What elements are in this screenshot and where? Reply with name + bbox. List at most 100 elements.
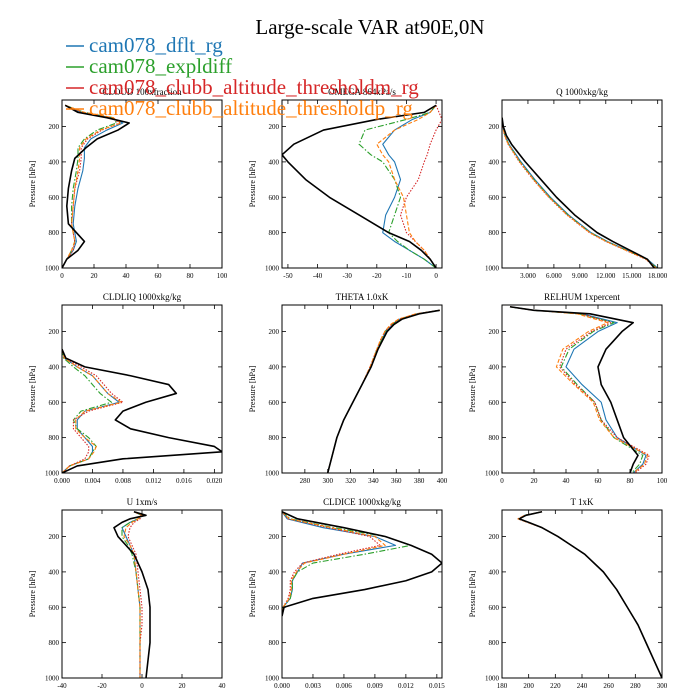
series-line-cam078_expldiff	[518, 511, 662, 678]
y-tick-label: 400	[269, 568, 280, 576]
series-line-cam078_clubb_altitude_thresholdp_rg	[123, 511, 143, 678]
panel-4: 0.000 0.004 0.008 0.012 0.016 0.020 200 400 600 8…	[28, 292, 223, 485]
x-tick-label: 18.000	[648, 272, 668, 280]
series-group	[502, 117, 659, 268]
x-tick-label: 12.000	[596, 272, 616, 280]
plot-frame	[501, 509, 663, 679]
series-line-cam078_dflt_rg	[382, 104, 437, 268]
x-tick-label: 40	[219, 682, 227, 690]
plot-frame	[61, 99, 223, 269]
y-tick-label: 600	[49, 604, 60, 612]
series-line-cam078_clubb_altitude_thresholdp_rg	[62, 349, 122, 473]
plot-frame	[501, 99, 663, 269]
y-tick-label: 800	[49, 229, 60, 237]
x-tick-label: -50	[283, 272, 293, 280]
panel-5: 280 300 320 340 360 380 400 200 400 600 800 1000 THE…	[248, 292, 448, 485]
y-tick-label: 400	[49, 568, 60, 576]
series-line-obs	[282, 511, 442, 617]
series-group	[113, 511, 151, 678]
series-line-cam078_clubb_altitude_thresholdp_rg	[376, 104, 437, 268]
x-tick-label: -10	[402, 272, 412, 280]
x-tick-label: 20	[91, 272, 99, 280]
x-tick-label: 0.020	[207, 477, 223, 485]
series-group	[517, 510, 662, 678]
y-tick-label: 800	[269, 229, 280, 237]
x-tick-label: 0.012	[398, 682, 414, 690]
panel-title: RELHUM 1xpercent	[544, 292, 620, 302]
x-tick-label: 0.003	[305, 682, 321, 690]
x-tick-label: 260	[603, 682, 614, 690]
series-line-cam078_clubb_altitude_thresholdm_rg	[517, 511, 662, 678]
x-tick-label: 20	[531, 477, 539, 485]
x-tick-label: 0	[140, 682, 144, 690]
series-line-cam078_clubb_altitude_thresholdm_rg	[399, 105, 442, 268]
y-tick-label: 200	[489, 123, 500, 131]
legend: cam078_dflt_rgcam078_expldiffcam078_club…	[66, 33, 419, 120]
y-axis-label: Pressure [hPa]	[248, 365, 257, 412]
series-line-cam078_clubb_altitude_thresholdp_rg	[62, 104, 122, 268]
y-tick-label: 1000	[265, 470, 280, 478]
x-tick-label: 0.015	[429, 682, 445, 690]
series-line-cam078_dflt_rg	[518, 511, 662, 678]
series-line-cam078_expldiff	[62, 104, 117, 268]
y-tick-label: 800	[489, 639, 500, 647]
y-tick-label: 600	[489, 604, 500, 612]
x-tick-label: 380	[414, 477, 425, 485]
series-line-cam078_clubb_altitude_thresholdm_rg	[327, 309, 440, 473]
plot-frame	[281, 99, 443, 269]
plot-frame	[61, 509, 223, 679]
x-tick-label: 0.008	[115, 477, 131, 485]
y-tick-label: 400	[49, 363, 60, 371]
x-tick-label: 0.012	[146, 477, 162, 485]
series-line-cam078_clubb_altitude_thresholdm_rg	[62, 349, 124, 473]
legend-item: cam078_clubb_altitude_thresholdp_rg	[66, 96, 413, 120]
y-tick-label: 1000	[265, 675, 280, 683]
y-tick-label: 1000	[265, 265, 280, 273]
x-tick-label: 320	[345, 477, 356, 485]
series-line-cam078_clubb_altitude_thresholdp_rg	[509, 306, 649, 473]
y-tick-label: 800	[49, 639, 60, 647]
series-line-cam078_expldiff	[121, 511, 143, 678]
series-line-obs	[509, 305, 639, 473]
legend-label: cam078_expldiff	[89, 54, 232, 78]
series-line-obs	[62, 348, 222, 473]
x-tick-label: 100	[657, 477, 668, 485]
y-tick-label: 200	[49, 328, 60, 336]
x-tick-label: 0.006	[336, 682, 352, 690]
panel-1: 0 20 40 60 80 100 200 400 600 800 1000 CLOUD 100xfr…	[28, 87, 228, 280]
x-tick-label: 300	[322, 477, 333, 485]
y-axis-label: Pressure [hPa]	[468, 570, 477, 617]
y-tick-label: 200	[269, 533, 280, 541]
series-group	[282, 104, 442, 268]
x-tick-label: 40	[123, 272, 131, 280]
panel-title: T 1xK	[570, 497, 594, 507]
x-tick-label: 40	[563, 477, 571, 485]
x-tick-label: 0	[500, 477, 504, 485]
y-tick-label: 600	[49, 399, 60, 407]
series-group	[282, 511, 442, 617]
y-tick-label: 200	[49, 533, 60, 541]
x-tick-label: 60	[595, 477, 603, 485]
y-tick-label: 1000	[485, 265, 500, 273]
plot-frame	[61, 304, 223, 474]
x-tick-label: 100	[217, 272, 228, 280]
x-tick-label: 0.009	[367, 682, 383, 690]
plot-frame	[281, 304, 443, 474]
series-line-cam078_dflt_rg	[509, 306, 647, 473]
y-tick-label: 400	[489, 158, 500, 166]
x-tick-label: 340	[368, 477, 379, 485]
legend-item: cam078_expldiff	[66, 54, 232, 78]
y-tick-label: 1000	[45, 470, 60, 478]
y-tick-label: 600	[269, 399, 280, 407]
y-tick-label: 200	[49, 123, 60, 131]
figure-title: Large-scale VAR at90E,0N	[255, 15, 484, 39]
y-axis-label: Pressure [hPa]	[28, 570, 37, 617]
y-tick-label: 200	[489, 533, 500, 541]
series-line-cam078_clubb_altitude_thresholdm_rg	[502, 117, 657, 268]
y-tick-label: 400	[49, 158, 60, 166]
x-tick-label: 280	[300, 477, 311, 485]
x-tick-label: 15.000	[622, 272, 642, 280]
y-tick-label: 800	[269, 434, 280, 442]
y-tick-label: 600	[49, 194, 60, 202]
